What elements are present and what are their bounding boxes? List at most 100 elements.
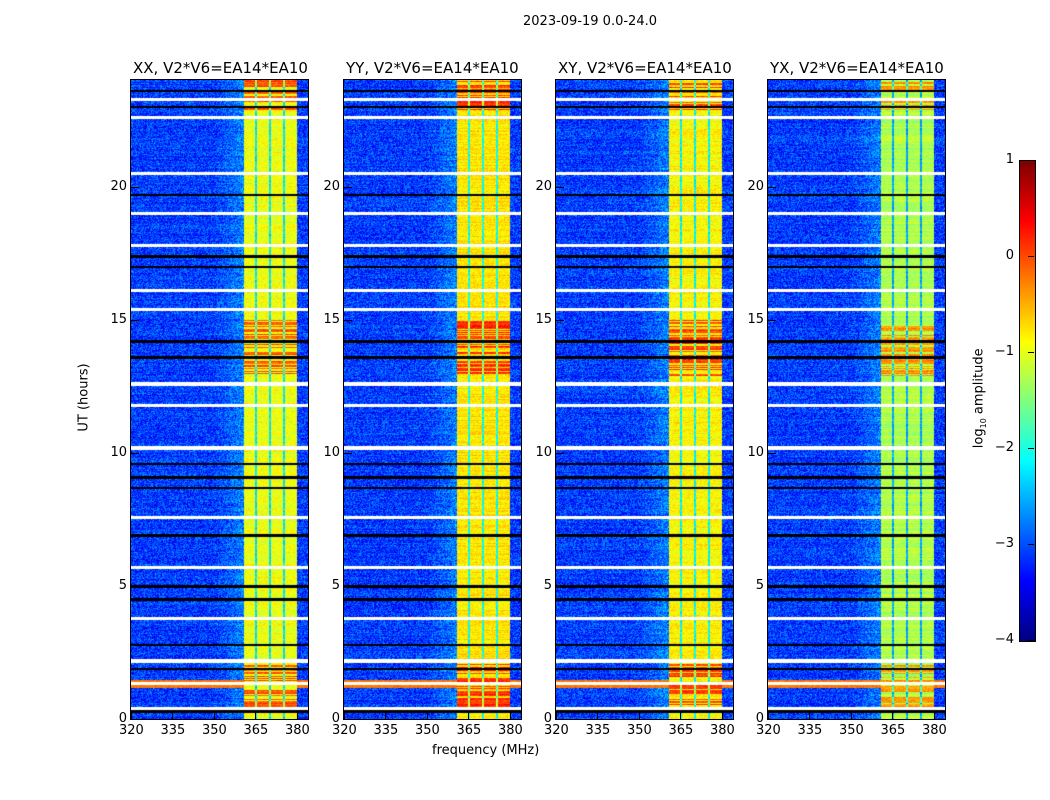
y-tick (556, 452, 564, 454)
y-tick-label: 0 (331, 711, 340, 726)
colorbar (1019, 160, 1036, 642)
y-tick (344, 452, 352, 454)
y-tick (131, 585, 139, 587)
x-tick (385, 711, 387, 719)
y-tick-label: 15 (747, 311, 764, 327)
colorbar-tick (1028, 352, 1034, 353)
x-tick-label: 335 (160, 723, 186, 738)
heatmap-image (131, 80, 308, 719)
y-tick (344, 719, 352, 720)
x-tick (933, 711, 935, 719)
colorbar-tick-label: −4 (994, 632, 1014, 647)
y-tick-label: 15 (110, 311, 127, 327)
colorbar-tick-label: −1 (994, 344, 1014, 359)
x-tick-label: 365 (243, 723, 269, 738)
colorbar-tick-label: −3 (994, 536, 1014, 551)
y-tick (768, 719, 776, 720)
x-tick-label: 335 (373, 723, 399, 738)
x-tick-label: 335 (585, 723, 611, 738)
heatmap-panel (130, 79, 309, 720)
colorbar-tick-label: −2 (994, 440, 1014, 455)
x-tick (344, 711, 345, 719)
x-tick-label: 380 (921, 723, 947, 738)
y-tick (556, 585, 564, 587)
x-tick-label: 335 (797, 723, 823, 738)
x-tick-label: 320 (756, 723, 781, 738)
y-tick-label: 5 (543, 577, 552, 593)
x-tick (296, 711, 298, 719)
y-tick (344, 585, 352, 587)
y-tick-label: 0 (118, 711, 127, 726)
colorbar-tick-label: 1 (1005, 152, 1014, 167)
y-tick (556, 186, 564, 188)
y-tick (768, 452, 776, 454)
x-tick (556, 711, 557, 719)
y-tick-label: 15 (323, 311, 340, 327)
colorbar-tick (1028, 448, 1034, 449)
y-tick (344, 186, 352, 188)
y-tick-label: 5 (755, 577, 764, 593)
x-tick (721, 711, 723, 719)
y-tick-label: 5 (118, 577, 127, 593)
heatmap-panel (767, 79, 946, 720)
y-tick-label: 10 (747, 444, 764, 460)
x-tick (809, 711, 811, 719)
y-tick-label: 0 (755, 711, 764, 726)
y-tick (131, 319, 139, 321)
x-tick (255, 711, 257, 719)
x-tick-label: 350 (626, 723, 652, 738)
y-tick-label: 20 (323, 178, 340, 194)
x-tick-label: 350 (201, 723, 227, 738)
y-tick-label: 20 (110, 178, 127, 194)
y-tick-label: 15 (535, 311, 552, 327)
heatmap-image (556, 80, 733, 719)
figure-title: 2023-09-19 0.0-24.0 (523, 14, 657, 29)
x-tick (768, 711, 769, 719)
colorbar-tick (1028, 544, 1034, 545)
x-tick (509, 711, 511, 719)
x-axis-label: frequency (MHz) (432, 743, 540, 758)
x-tick (597, 711, 599, 719)
colorbar-tick (1028, 640, 1034, 641)
y-tick-label: 5 (331, 577, 340, 593)
y-tick (131, 452, 139, 454)
colorbar-label: log10 amplitude (971, 348, 989, 449)
panel-title: XX, V2*V6=EA14*EA10 (133, 59, 308, 77)
y-tick-label: 10 (535, 444, 552, 460)
x-tick-label: 320 (544, 723, 569, 738)
x-tick (850, 711, 852, 719)
heatmap-panel (343, 79, 522, 720)
y-tick (768, 319, 776, 321)
x-tick (172, 711, 174, 719)
y-axis-label: UT (hours) (76, 363, 92, 432)
heatmap-panel (555, 79, 734, 720)
x-tick (638, 711, 640, 719)
y-tick-label: 10 (110, 444, 127, 460)
y-tick (768, 186, 776, 188)
y-tick-label: 20 (535, 178, 552, 194)
x-tick-label: 350 (414, 723, 440, 738)
x-tick-label: 380 (284, 723, 310, 738)
y-tick (556, 319, 564, 321)
x-tick (892, 711, 894, 719)
x-tick-label: 380 (497, 723, 523, 738)
colorbar-tick-label: 0 (1005, 248, 1014, 263)
colorbar-tick (1028, 256, 1034, 257)
panel-title: XY, V2*V6=EA14*EA10 (558, 59, 732, 77)
y-tick-label: 0 (543, 711, 552, 726)
x-tick-label: 365 (880, 723, 906, 738)
x-tick-label: 320 (119, 723, 144, 738)
x-tick-label: 365 (456, 723, 482, 738)
heatmap-image (344, 80, 521, 719)
x-tick-label: 380 (709, 723, 735, 738)
x-tick (426, 711, 428, 719)
y-tick (556, 719, 564, 720)
x-tick (213, 711, 215, 719)
x-tick (468, 711, 470, 719)
x-tick-label: 350 (838, 723, 864, 738)
y-tick (131, 719, 139, 720)
x-tick-label: 320 (332, 723, 357, 738)
y-tick (768, 585, 776, 587)
y-tick-label: 20 (747, 178, 764, 194)
